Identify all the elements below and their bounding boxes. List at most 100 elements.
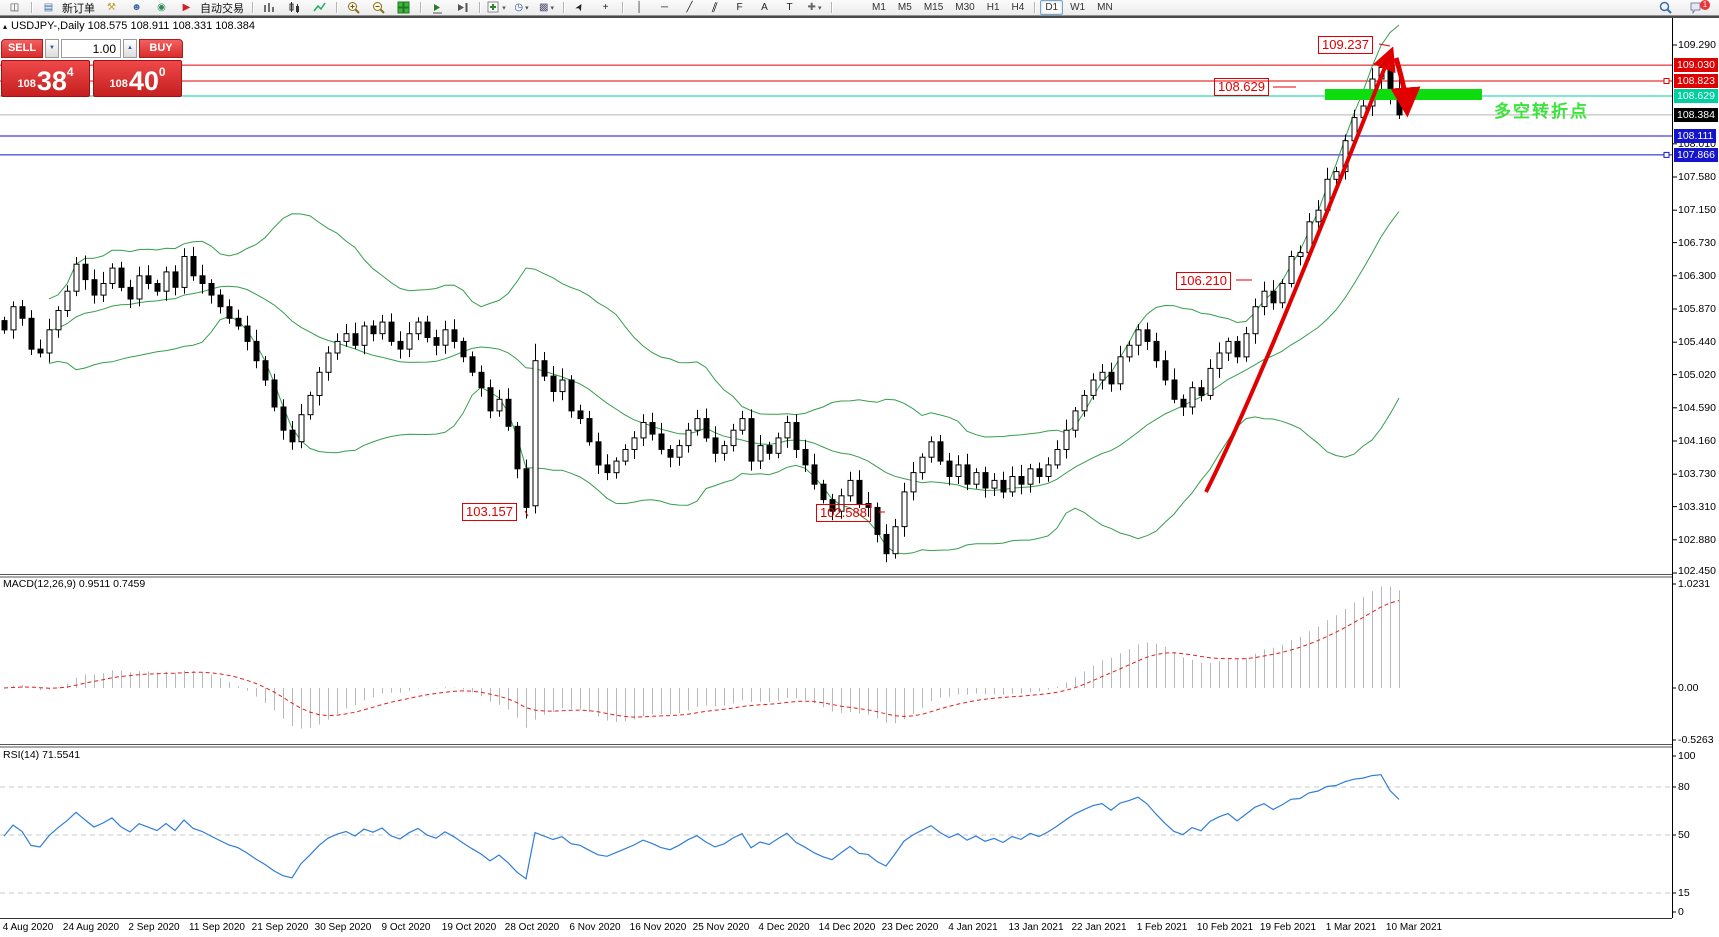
candle-body	[1225, 340, 1232, 354]
price-annotation-box[interactable]: 102.588	[816, 504, 871, 522]
buy-price-big: 40	[128, 66, 159, 96]
candle-body	[1396, 99, 1403, 116]
price-annotation-box[interactable]: 103.157	[462, 503, 517, 521]
symbol-ohlc-line: ▴ USDJPY-,Daily 108.575 108.911 108.331 1…	[3, 20, 255, 32]
zoom-history-icon[interactable]: ◫	[3, 0, 26, 16]
toolbar-separator	[420, 2, 421, 13]
trendline-icon[interactable]: ╱	[678, 0, 701, 16]
zoom-in-icon[interactable]	[342, 0, 365, 16]
trend-arrow-down[interactable]	[1390, 57, 1421, 118]
candle-body	[1054, 449, 1061, 466]
new-order-icon[interactable]: ▤	[37, 0, 60, 16]
timeframe-button-h4[interactable]: H4	[1011, 2, 1025, 13]
candle-body	[1297, 252, 1304, 258]
auto-scroll-icon[interactable]	[426, 0, 449, 16]
candles-chart-icon[interactable]	[283, 0, 306, 16]
symbol-ohlc-text: USDJPY-,Daily 108.575 108.911 108.331 10…	[11, 20, 256, 32]
date-label: 16 Nov 2020	[629, 922, 687, 933]
search-icon[interactable]	[1654, 0, 1677, 16]
toolbar: ◫ ▤ 新订单 ⚒ ☻ ◉ ▶ 自动交易 ▾ ◷ ▾ ▩ ▾ ➤ + │ ─ ╱ ∥ F A T ✚ ▾ M1 M5 M15 M30 H…	[0, 0, 1719, 16]
price-annotation-box[interactable]: 108.629	[1214, 78, 1269, 96]
shapes-icon[interactable]: ✚ ▾	[803, 0, 826, 16]
crosshair-icon[interactable]: +	[594, 0, 617, 16]
signal-icon[interactable]: ◉	[150, 0, 173, 16]
date-label: 14 Dec 2020	[818, 922, 876, 933]
sell-price-button[interactable]: 108 38 4	[1, 60, 90, 97]
channel-icon[interactable]: ∥	[703, 0, 726, 16]
candle-body	[721, 445, 728, 454]
candle-body	[1252, 306, 1259, 335]
crosshair-icon: +	[602, 2, 609, 13]
date-label: 22 Jan 2021	[1071, 922, 1127, 933]
vline-icon[interactable]: │	[628, 0, 651, 16]
rsi-indicator-label: RSI(14) 71.5541	[3, 749, 81, 761]
trend-arrow-up[interactable]	[1204, 46, 1396, 493]
candle-body	[154, 283, 161, 292]
candle-body	[541, 360, 548, 377]
candle-body	[316, 371, 323, 396]
candle-body	[937, 441, 944, 462]
date-label: 1 Mar 2021	[1325, 922, 1377, 933]
candle-body	[802, 449, 809, 466]
profile-icon[interactable]: ☻	[125, 0, 148, 16]
price-annotation-box[interactable]: 109.237	[1318, 36, 1373, 54]
candle-body	[397, 340, 404, 350]
volume-input[interactable]	[61, 39, 121, 58]
one-click-trade-panel: SELL ▼ ▲ BUY 108 38 4 108 40 0	[1, 39, 185, 97]
chart-shift-icon[interactable]	[451, 0, 474, 16]
buy-button[interactable]: BUY	[139, 39, 183, 58]
timeframe-button-m15[interactable]: M15	[923, 2, 944, 13]
expand-arrow-icon[interactable]: ▴	[3, 22, 8, 31]
candle-body	[703, 418, 710, 439]
add-indicator-icon[interactable]: ▾	[485, 0, 508, 16]
candle-body	[1162, 360, 1169, 381]
volume-increase-button[interactable]: ▲	[123, 39, 137, 58]
candle-body	[1018, 476, 1025, 485]
candle-body	[406, 333, 413, 350]
line-chart-icon[interactable]	[308, 0, 331, 16]
chinese-note-text[interactable]: 多空转折点	[1494, 102, 1589, 121]
tile-windows-icon[interactable]	[392, 0, 415, 16]
cleanup-icon[interactable]: ⚒	[100, 0, 123, 16]
template-icon[interactable]: ▩ ▾	[535, 0, 558, 16]
candle-body	[748, 418, 755, 462]
candle-body	[955, 464, 962, 477]
timeframe-button-m5[interactable]: M5	[897, 2, 912, 13]
cursor-icon: ➤	[573, 1, 588, 14]
price-annotation-box[interactable]: 106.210	[1176, 272, 1231, 290]
buy-price-button[interactable]: 108 40 0	[93, 60, 182, 97]
timeframe-button-h1[interactable]: H1	[986, 2, 1000, 13]
date-label: 11 Sep 2020	[189, 922, 245, 933]
hline-icon: ─	[660, 2, 669, 13]
chat-icon[interactable]: 1	[1685, 0, 1710, 16]
volume-decrease-button[interactable]: ▼	[45, 39, 59, 58]
candle-body	[766, 445, 773, 454]
label-icon[interactable]: T	[778, 0, 801, 16]
timeframe-button-d1[interactable]: D1	[1040, 0, 1064, 15]
sell-button[interactable]: SELL	[1, 39, 43, 58]
period-icon[interactable]: ◷ ▾	[510, 0, 533, 16]
candle-body	[829, 499, 836, 512]
macd-panel	[3, 586, 1400, 729]
line-handle-marker	[1663, 78, 1670, 84]
timeframe-button-mn[interactable]: MN	[1097, 2, 1113, 13]
autotrading-label[interactable]: 自动交易	[200, 2, 244, 15]
timeframe-button-w1[interactable]: W1	[1070, 2, 1086, 13]
bollinger-middle	[48, 211, 1400, 491]
candle-body	[1090, 379, 1097, 396]
autotrading-icon[interactable]: ▶	[175, 0, 198, 16]
date-label: 1 Feb 2021	[1136, 922, 1188, 933]
bars-chart-icon[interactable]	[258, 0, 281, 16]
candle-body	[289, 429, 296, 443]
hline-icon[interactable]: ─	[653, 0, 676, 16]
main-price-panel	[0, 24, 1672, 563]
candle-body	[892, 526, 899, 555]
cursor-icon[interactable]: ➤	[569, 0, 592, 16]
text-icon[interactable]: A	[753, 0, 776, 16]
zoom-out-icon[interactable]	[367, 0, 390, 16]
timeframe-button-m30[interactable]: M30	[955, 2, 975, 13]
fibonacci-icon[interactable]: F	[728, 0, 751, 16]
timeframe-button-m1[interactable]: M1	[872, 2, 886, 13]
new-order-label[interactable]: 新订单	[62, 2, 95, 15]
